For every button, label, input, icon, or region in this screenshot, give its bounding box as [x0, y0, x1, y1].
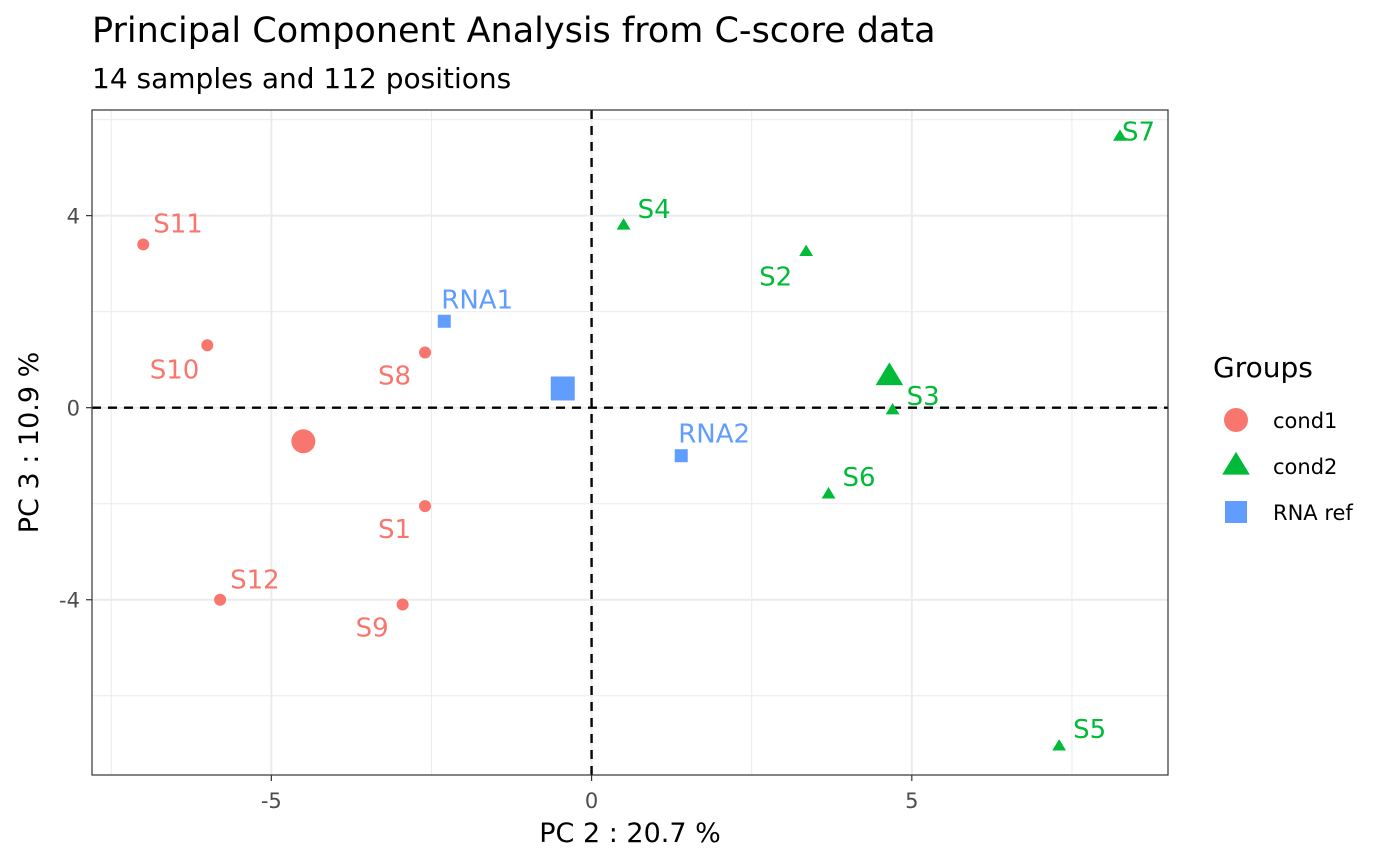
x-tick-label: -5 — [261, 789, 282, 813]
grid-lines — [92, 110, 1168, 775]
point-s9 — [396, 598, 409, 611]
point-label-s10: S10 — [150, 355, 200, 385]
reference-lines — [92, 110, 1168, 775]
legend: Groups cond1 cond2 RNA ref — [1213, 351, 1353, 525]
x-tick-label: 5 — [905, 789, 918, 813]
point-label-s7: S7 — [1122, 117, 1155, 147]
point-s4 — [616, 218, 631, 230]
point-s7 — [1113, 129, 1127, 141]
chart-subtitle: 14 samples and 112 positions — [92, 62, 511, 95]
point-s3 — [885, 403, 900, 415]
point-s8 — [419, 346, 432, 359]
x-tick-label: 0 — [585, 789, 598, 813]
point-label-s4: S4 — [638, 195, 671, 225]
point-s11 — [137, 238, 150, 251]
y-tick-label: 4 — [67, 205, 80, 229]
y-axis-title: PC 3 : 10.9 % — [14, 352, 45, 534]
point-labels: S11 S10 S8 S1 S12 S9 S7 S4 S2 S3 S6 S5 RNA1 RNA2 — [150, 117, 1155, 745]
y-tick-label: -4 — [59, 589, 80, 613]
axis-ticks: -5 0 5 -4 0 4 — [59, 205, 918, 813]
point-label-s12: S12 — [230, 566, 280, 596]
legend-key-cond2 — [1222, 451, 1250, 475]
point-s5 — [1052, 739, 1067, 751]
centroid-cond1 — [291, 429, 316, 454]
point-label-s6: S6 — [843, 463, 876, 493]
legend-label: cond1 — [1273, 409, 1337, 433]
plot-panel-border — [91, 109, 1169, 776]
point-s12 — [214, 593, 227, 606]
point-label-s11: S11 — [153, 209, 203, 239]
point-label-rna1: RNA1 — [441, 285, 513, 315]
point-label-s8: S8 — [378, 361, 411, 391]
point-s2 — [799, 244, 814, 256]
legend-key-cond1 — [1224, 408, 1248, 432]
centroid-rna-ref — [550, 376, 575, 401]
point-s10 — [201, 339, 214, 352]
centroid-cond2 — [875, 362, 904, 386]
legend-label: cond2 — [1273, 455, 1337, 479]
chart-title: Principal Component Analysis from C-scor… — [92, 11, 936, 51]
point-label-rna2: RNA2 — [678, 420, 750, 450]
x-axis-title: PC 2 : 20.7 % — [539, 818, 721, 849]
legend-title: Groups — [1213, 351, 1313, 384]
data-points — [137, 129, 1127, 751]
legend-key-rna-ref — [1225, 501, 1247, 523]
point-label-s2: S2 — [759, 263, 792, 293]
legend-label: RNA ref — [1273, 501, 1353, 525]
point-s6 — [821, 487, 836, 499]
point-rna2 — [674, 449, 688, 463]
point-label-s5: S5 — [1073, 715, 1106, 745]
point-label-s1: S1 — [378, 515, 411, 545]
point-label-s9: S9 — [356, 614, 389, 644]
y-tick-label: 0 — [67, 397, 80, 421]
point-rna1 — [437, 314, 451, 328]
point-label-s3: S3 — [907, 382, 940, 412]
point-s1 — [419, 500, 432, 513]
